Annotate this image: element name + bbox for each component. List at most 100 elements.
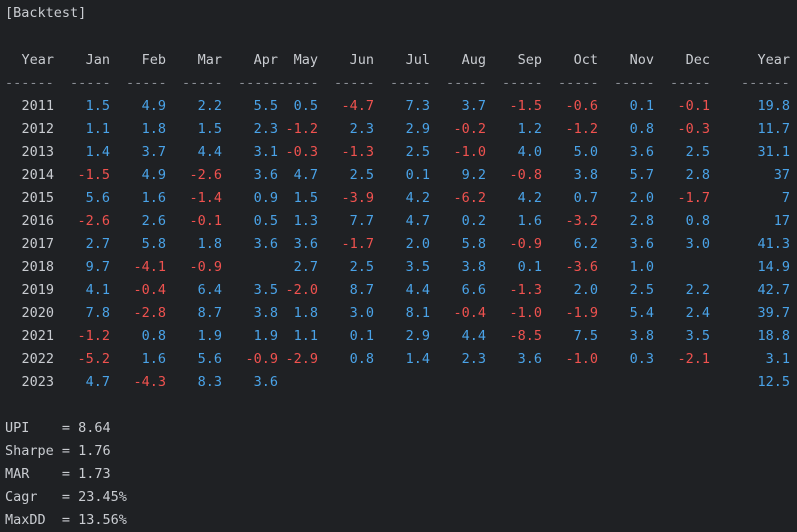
return-cell: -0.9 bbox=[189, 259, 222, 275]
return-cell: 2.7 bbox=[293, 259, 318, 275]
return-cell: 3.1 bbox=[253, 144, 278, 160]
row-year: 2017 bbox=[21, 236, 54, 252]
return-cell: 3.8 bbox=[253, 305, 278, 321]
stat-line: Cagr = 23.45% bbox=[5, 489, 127, 505]
return-cell: -1.7 bbox=[341, 236, 374, 252]
column-separator: ----- bbox=[558, 75, 599, 91]
return-cell: -1.5 bbox=[509, 98, 542, 114]
column-header: Jul bbox=[405, 52, 430, 68]
column-separator: ----- bbox=[614, 75, 655, 91]
return-cell: -0.1 bbox=[677, 98, 710, 114]
return-cell: 2.5 bbox=[349, 167, 374, 183]
return-cell: 3.6 bbox=[253, 167, 278, 183]
return-cell: -0.8 bbox=[509, 167, 542, 183]
return-cell: 3.0 bbox=[349, 305, 374, 321]
row-year: 2012 bbox=[21, 121, 54, 137]
stat-value: 1.76 bbox=[78, 443, 111, 459]
return-cell: 8.3 bbox=[197, 374, 222, 390]
return-cell: 3.7 bbox=[461, 98, 486, 114]
return-cell: 3.5 bbox=[685, 328, 710, 344]
return-cell: 1.4 bbox=[85, 144, 110, 160]
stat-label: MaxDD bbox=[5, 512, 54, 528]
row-year: 2013 bbox=[21, 144, 54, 160]
return-cell: 5.4 bbox=[629, 305, 654, 321]
return-cell: 1.6 bbox=[517, 213, 542, 229]
return-cell: 8.7 bbox=[349, 282, 374, 298]
return-cell: 4.7 bbox=[85, 374, 110, 390]
return-cell: -0.6 bbox=[565, 98, 598, 114]
stat-value: 13.56% bbox=[78, 512, 127, 528]
return-cell: 2.4 bbox=[685, 305, 710, 321]
return-cell: -4.3 bbox=[133, 374, 166, 390]
return-cell: 0.8 bbox=[685, 213, 710, 229]
return-cell: -0.3 bbox=[677, 121, 710, 137]
return-cell: 7 bbox=[781, 190, 790, 206]
return-cell: -2.0 bbox=[285, 282, 318, 298]
column-separator: ------ bbox=[5, 75, 54, 91]
return-cell: 4.4 bbox=[197, 144, 222, 160]
return-cell: 12.5 bbox=[757, 374, 790, 390]
return-cell: 37 bbox=[773, 167, 790, 183]
stat-label: Sharpe bbox=[5, 443, 54, 459]
return-cell: -0.9 bbox=[509, 236, 542, 252]
return-cell: 4.1 bbox=[85, 282, 110, 298]
return-cell: -0.2 bbox=[453, 121, 486, 137]
return-cell: 2.2 bbox=[685, 282, 710, 298]
row-year: 2018 bbox=[21, 259, 54, 275]
return-cell: 4.7 bbox=[405, 213, 430, 229]
return-cell: 0.5 bbox=[253, 213, 278, 229]
return-cell: -5.2 bbox=[77, 351, 110, 367]
return-cell: 4.7 bbox=[293, 167, 318, 183]
column-header: Apr bbox=[253, 52, 278, 68]
return-cell: 2.3 bbox=[253, 121, 278, 137]
return-cell: 0.8 bbox=[349, 351, 374, 367]
column-header: Jan bbox=[85, 52, 110, 68]
return-cell: 1.6 bbox=[141, 351, 166, 367]
return-cell: 3.6 bbox=[517, 351, 542, 367]
output-title: [Backtest] bbox=[5, 5, 87, 21]
return-cell: 4.2 bbox=[405, 190, 430, 206]
return-cell: -1.2 bbox=[285, 121, 318, 137]
row-year: 2016 bbox=[21, 213, 54, 229]
return-cell: -2.8 bbox=[133, 305, 166, 321]
return-cell: 5.5 bbox=[253, 98, 278, 114]
return-cell: 2.0 bbox=[629, 190, 654, 206]
return-cell: 5.6 bbox=[197, 351, 222, 367]
return-cell: 0.8 bbox=[629, 121, 654, 137]
return-cell: 2.3 bbox=[349, 121, 374, 137]
return-cell: 17 bbox=[773, 213, 790, 229]
return-cell: -2.9 bbox=[285, 351, 318, 367]
return-cell: 3.8 bbox=[461, 259, 486, 275]
return-cell: 3.0 bbox=[685, 236, 710, 252]
stat-equals: = bbox=[53, 443, 79, 459]
row-year: 2023 bbox=[21, 374, 54, 390]
return-cell: -3.2 bbox=[565, 213, 598, 229]
return-cell: 1.3 bbox=[293, 213, 318, 229]
column-separator: ----- bbox=[334, 75, 375, 91]
stat-equals: = bbox=[53, 466, 79, 482]
return-cell: 1.4 bbox=[405, 351, 430, 367]
return-cell: 9.2 bbox=[461, 167, 486, 183]
row-year: 2014 bbox=[21, 167, 54, 183]
column-header: May bbox=[293, 52, 318, 68]
stat-equals: = bbox=[53, 512, 79, 528]
column-header: Mar bbox=[197, 52, 222, 68]
return-cell: -1.7 bbox=[677, 190, 710, 206]
stat-line: MAR = 1.73 bbox=[5, 466, 111, 482]
return-cell: 1.5 bbox=[85, 98, 110, 114]
return-cell: 5.7 bbox=[629, 167, 654, 183]
column-separator: ----- bbox=[238, 75, 279, 91]
column-separator: ----- bbox=[670, 75, 711, 91]
column-header: Nov bbox=[629, 52, 654, 68]
return-cell: 0.1 bbox=[517, 259, 542, 275]
row-year: 2022 bbox=[21, 351, 54, 367]
column-header: Aug bbox=[461, 52, 486, 68]
stat-label: UPI bbox=[5, 420, 54, 436]
return-cell: 2.9 bbox=[405, 121, 430, 137]
return-cell: 5.0 bbox=[573, 144, 598, 160]
return-cell: 1.1 bbox=[293, 328, 318, 344]
column-separator: ----- bbox=[126, 75, 167, 91]
return-cell: -1.0 bbox=[565, 351, 598, 367]
return-cell: 3.5 bbox=[253, 282, 278, 298]
return-cell: 5.6 bbox=[85, 190, 110, 206]
